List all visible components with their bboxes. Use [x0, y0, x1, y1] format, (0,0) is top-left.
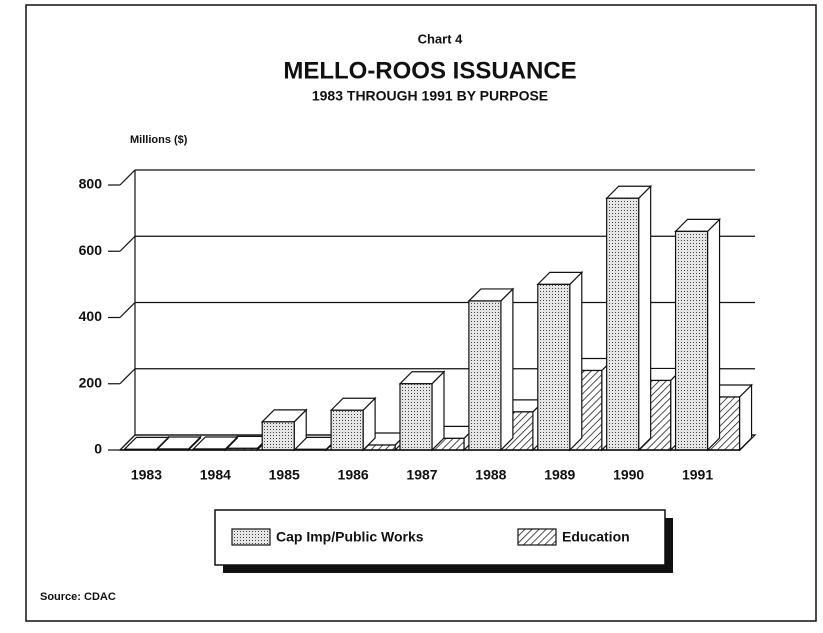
legend-box	[214, 509, 666, 566]
x-tick-label: 1991	[682, 467, 713, 483]
chart-subtitle: 1983 THROUGH 1991 BY PURPOSE	[312, 88, 548, 104]
chart-title: MELLO-ROOS ISSUANCE	[283, 57, 576, 84]
y-axis-label: Millions ($)	[130, 134, 188, 146]
grid-diagonal	[119, 434, 136, 451]
y-tick-label: 0	[94, 441, 102, 457]
grid-diagonal	[119, 169, 136, 186]
grid-diagonal	[119, 235, 136, 252]
frame	[25, 4, 817, 622]
y-tick-label: 200	[79, 374, 103, 390]
x-tick-label: 1983	[131, 467, 162, 483]
bar	[399, 383, 433, 451]
legend-swatch	[231, 528, 271, 546]
bar	[330, 409, 364, 451]
bar	[537, 283, 571, 451]
source: Source: CDAC	[40, 591, 116, 603]
bar	[468, 300, 502, 451]
bar	[674, 230, 709, 451]
x-tick-label: 1985	[269, 467, 300, 483]
bar	[606, 197, 640, 451]
x-tick-label: 1986	[338, 467, 369, 483]
grid-diagonal	[119, 302, 136, 318]
bar-side	[500, 287, 514, 452]
x-tick-label: 1987	[406, 467, 437, 483]
bar-side	[431, 370, 445, 452]
bar-side	[569, 270, 583, 452]
x-tick-label: 1988	[475, 467, 506, 483]
legend-label: Cap Imp/Public Works	[276, 529, 424, 545]
y-tick-label: 800	[79, 176, 103, 192]
bar	[261, 421, 295, 451]
legend-label: Education	[562, 529, 630, 545]
grid-diagonal	[119, 368, 136, 385]
legend-swatch	[517, 528, 557, 546]
bar-side	[638, 184, 652, 452]
bar-side	[706, 217, 721, 452]
x-tick-label: 1984	[200, 467, 231, 483]
chart-label: Chart 4	[418, 31, 464, 46]
y-tick-label: 400	[79, 308, 103, 324]
x-tick-label: 1990	[613, 467, 644, 483]
y-tick-label: 600	[79, 242, 103, 258]
x-tick-label: 1989	[544, 467, 575, 483]
